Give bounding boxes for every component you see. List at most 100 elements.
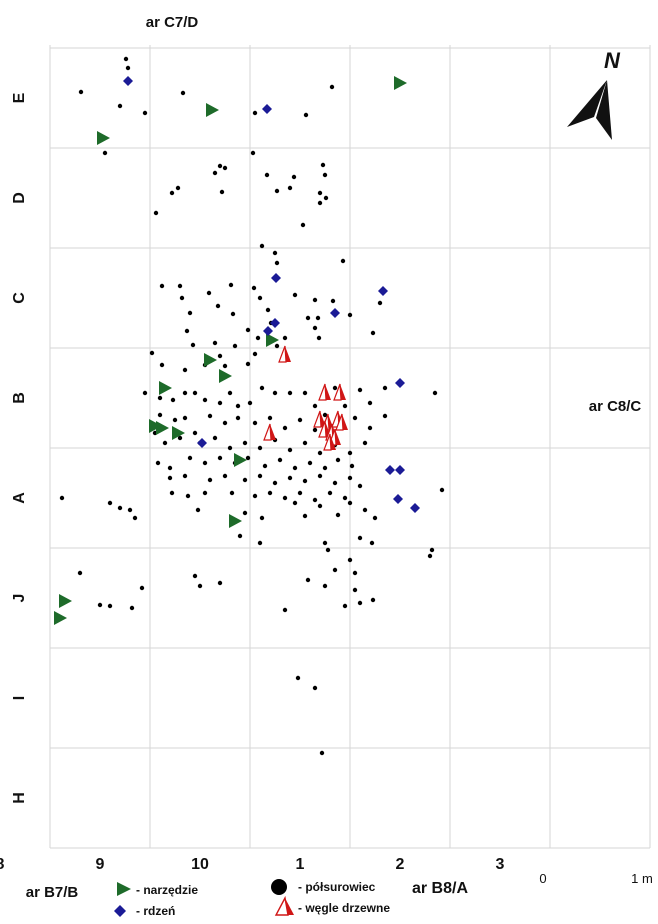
y-tick-label: E: [11, 92, 28, 103]
blank-point: [159, 362, 165, 368]
blank-point: [292, 465, 298, 471]
core-point: [395, 378, 405, 388]
tool-point: [394, 76, 407, 90]
blank-point: [184, 328, 190, 334]
area-label-bottom-left: ar B7/B: [26, 884, 79, 901]
blank-point: [330, 298, 336, 304]
blank-point: [142, 110, 148, 116]
blank-point: [177, 435, 183, 441]
x-tick-label: 10: [191, 856, 209, 873]
tool-point: [266, 333, 279, 347]
core-point: [262, 104, 272, 114]
blank-point: [259, 243, 265, 249]
x-tick-labels: 8 9 10 1 2 3: [0, 856, 505, 873]
blank-point: [217, 400, 223, 406]
blank-point: [316, 335, 322, 341]
blank-point: [367, 425, 373, 431]
north-arrow-icon: N: [567, 48, 621, 140]
x-tick-label: 9: [96, 856, 105, 873]
blank-point: [322, 583, 328, 589]
blank-point: [252, 351, 258, 357]
blank-point: [132, 515, 138, 521]
blank-point: [78, 89, 84, 95]
blank-point: [139, 585, 145, 591]
y-tick-label: I: [11, 696, 28, 700]
y-tick-label: A: [11, 492, 28, 504]
blank-point: [252, 110, 258, 116]
blank-point: [327, 490, 333, 496]
tool-point: [234, 453, 247, 467]
blank-point: [245, 361, 251, 367]
blank-point: [302, 390, 308, 396]
core-point: [393, 494, 403, 504]
blank-point: [219, 189, 225, 195]
tool-point: [206, 103, 219, 117]
blank-point: [362, 440, 368, 446]
blank-point: [157, 412, 163, 418]
blank-point: [185, 493, 191, 499]
grid: [49, 45, 651, 849]
core-point: [270, 318, 280, 328]
blank-point: [192, 430, 198, 436]
blank-point: [222, 165, 228, 171]
tool-point: [229, 514, 242, 528]
blank-point: [332, 567, 338, 573]
blank-point: [335, 512, 341, 518]
y-tick-label: J: [11, 594, 28, 603]
blank-point: [123, 56, 129, 62]
blank-point: [149, 350, 155, 356]
charcoal-point: [335, 413, 348, 431]
blank-point: [367, 400, 373, 406]
blank-point: [272, 480, 278, 486]
blank-point: [282, 495, 288, 501]
tool-point: [219, 369, 232, 383]
legend-blank-label: - półsurowiec: [298, 880, 376, 894]
core-point: [197, 438, 207, 448]
x-tick-label: 3: [496, 856, 505, 873]
x-tick-label: 2: [396, 856, 405, 873]
blank-point: [207, 477, 213, 483]
blank-point: [287, 475, 293, 481]
blank-point: [222, 363, 228, 369]
tool-point: [172, 426, 185, 440]
blank-point: [257, 295, 263, 301]
blank-point: [292, 292, 298, 298]
blank-point: [245, 455, 251, 461]
blank-point: [277, 457, 283, 463]
blank-point: [192, 390, 198, 396]
blank-point: [107, 603, 113, 609]
blank-point: [252, 420, 258, 426]
blank-point: [274, 343, 280, 349]
blank-point: [282, 335, 288, 341]
blank-point: [162, 440, 168, 446]
x-tick-label: 1: [296, 856, 305, 873]
blank-point: [352, 415, 358, 421]
blank-point: [107, 500, 113, 506]
blank-point: [325, 547, 331, 553]
blank-point: [305, 315, 311, 321]
blank-point: [297, 490, 303, 496]
blank-point: [329, 84, 335, 90]
blank-point: [167, 475, 173, 481]
blank-point: [182, 390, 188, 396]
blank-point: [302, 513, 308, 519]
blank-point: [340, 258, 346, 264]
blank-point: [172, 417, 178, 423]
blank-point: [127, 507, 133, 513]
blank-point: [312, 685, 318, 691]
blank-point: [429, 547, 435, 553]
blank-point: [242, 510, 248, 516]
blank-point: [182, 473, 188, 479]
blank-point: [302, 440, 308, 446]
blank-point: [237, 533, 243, 539]
blank-point: [312, 427, 318, 433]
blank-point: [257, 540, 263, 546]
blank-point: [332, 385, 338, 391]
blank-point: [274, 260, 280, 266]
blank-point: [377, 300, 383, 306]
scale-bar: 0 1 m: [539, 871, 652, 886]
blank-point: [192, 573, 198, 579]
blank-point: [317, 503, 323, 509]
blank-point: [303, 112, 309, 118]
blank-point: [195, 507, 201, 513]
